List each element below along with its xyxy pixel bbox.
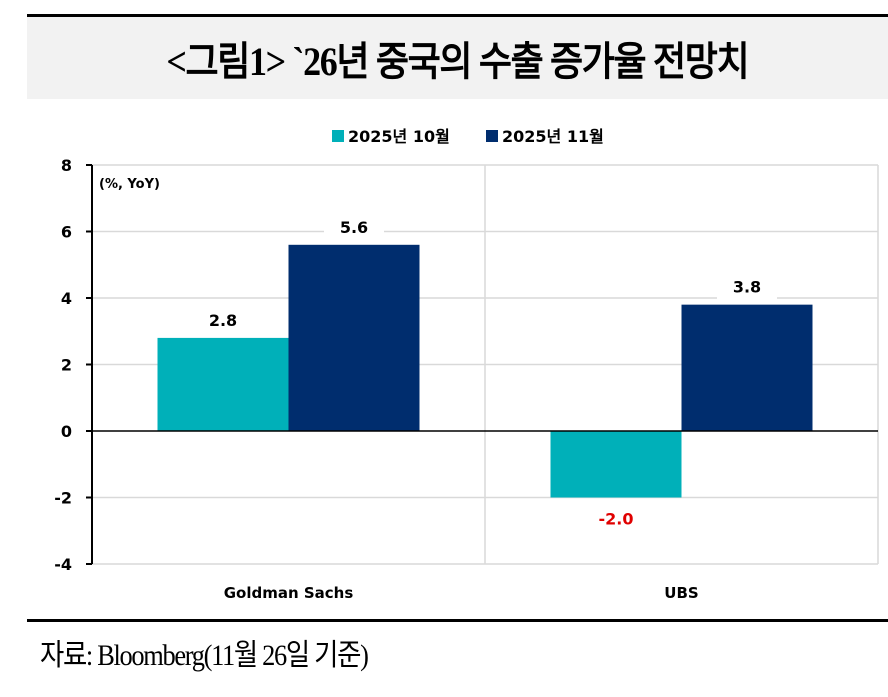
data-label-bg bbox=[717, 275, 777, 300]
data-label-bg bbox=[193, 308, 253, 333]
legend-swatch bbox=[332, 130, 344, 142]
bar-chart: 2025년 10월 2025년 11월 Goldman Sachs UBS86420… bbox=[54, 127, 879, 602]
bar-2-ubs bbox=[681, 304, 813, 431]
unit-label: (%, YoY) bbox=[99, 177, 160, 192]
data-label-bg bbox=[586, 507, 646, 532]
y-tick-label: -4 bbox=[54, 555, 72, 574]
bar-1-goldman-sachs bbox=[157, 337, 289, 431]
data-label-bg bbox=[324, 215, 384, 240]
data-label: 3.8 bbox=[733, 278, 761, 297]
y-tick-label: 0 bbox=[61, 422, 72, 441]
title-band: <그림1> `26년 중국의 수출 증가율 전망치 bbox=[27, 17, 888, 99]
legend: 2025년 10월 2025년 11월 bbox=[332, 127, 604, 146]
data-label: 5.6 bbox=[340, 218, 368, 237]
x-tick-label: Goldman Sachs bbox=[224, 584, 354, 602]
data-label: 2.8 bbox=[209, 311, 237, 330]
figure-title: <그림1> `26년 중국의 수출 증가율 전망치 bbox=[166, 39, 750, 84]
legend-label: 2025년 11월 bbox=[502, 127, 604, 146]
top-rule bbox=[27, 14, 888, 17]
bar-1-ubs bbox=[550, 431, 682, 498]
bar-2-goldman-sachs bbox=[288, 244, 420, 431]
x-tick-label: UBS bbox=[664, 584, 698, 602]
legend-swatch bbox=[486, 130, 498, 142]
legend-label: 2025년 10월 bbox=[348, 127, 450, 146]
source-note: 자료: Bloomberg(11월 26일 기준) bbox=[40, 639, 369, 672]
bottom-rule bbox=[27, 619, 888, 622]
axes: Goldman Sachs UBS 8 6 4 2 0 -2 -4 (%, YoY) bbox=[54, 156, 878, 602]
data-labels: 2.8 5.6 -2.0 3.8 bbox=[193, 215, 777, 532]
data-label: -2.0 bbox=[599, 510, 634, 529]
y-tick-label: 2 bbox=[61, 356, 72, 375]
bars bbox=[157, 244, 813, 498]
y-tick-label: 4 bbox=[61, 289, 72, 308]
y-tick-label: -2 bbox=[54, 489, 72, 508]
y-tick-label: 6 bbox=[61, 223, 72, 242]
y-tick-label: 8 bbox=[61, 156, 72, 175]
